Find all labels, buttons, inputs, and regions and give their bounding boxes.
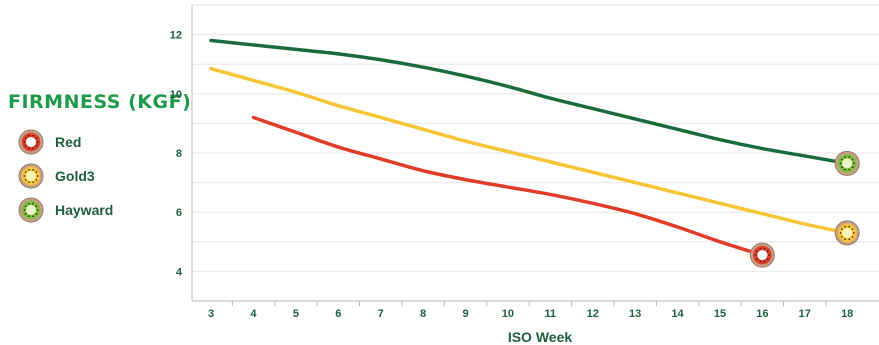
y-tick-label: 10 xyxy=(170,89,182,101)
series-lines xyxy=(209,38,849,257)
legend-item-gold3: Gold3 xyxy=(18,163,95,189)
x-tick-label: 16 xyxy=(756,308,768,320)
legend-item-hayward: Hayward xyxy=(18,197,113,223)
x-tick-label: 11 xyxy=(545,308,557,320)
legend-item-red: Red xyxy=(18,129,81,155)
x-tick-label: 14 xyxy=(671,308,684,320)
x-tick-label: 13 xyxy=(629,308,641,320)
end-marker-gold3 xyxy=(834,220,860,246)
x-tick-label: 18 xyxy=(841,308,853,320)
end-markers xyxy=(749,150,860,268)
x-tick-label: 12 xyxy=(587,308,599,320)
series-line-gold3 xyxy=(209,66,849,235)
y-tick-label: 12 xyxy=(170,30,182,42)
x-tick-label: 7 xyxy=(378,308,384,320)
gold-kiwi-slice-icon xyxy=(18,163,44,189)
series-line-hayward xyxy=(209,38,849,166)
legend-label: Gold3 xyxy=(55,168,95,184)
series-line-red xyxy=(251,115,765,257)
legend-label: Hayward xyxy=(55,202,113,218)
x-tick-label: 8 xyxy=(420,308,426,320)
x-tick-label: 9 xyxy=(462,308,468,320)
x-axis-ticks: 3 4 5 6 7 8 9 10 11 12 13 14 15 16 17 18 xyxy=(208,301,853,320)
x-tick-label: 5 xyxy=(293,308,299,320)
y-tick-label: 4 xyxy=(176,266,183,278)
x-tick-label: 6 xyxy=(335,308,341,320)
y-axis-ticks: 4 6 8 10 12 xyxy=(170,30,183,279)
green-kiwi-slice-icon xyxy=(18,197,44,223)
legend-label: Red xyxy=(55,134,81,150)
x-tick-label: 15 xyxy=(714,308,726,320)
x-tick-label: 4 xyxy=(250,308,257,320)
legend: Red Gold3 Hayward xyxy=(18,129,113,223)
y-tick-label: 8 xyxy=(176,148,182,160)
end-marker-red xyxy=(749,242,775,268)
chart-title: FIRMNESS (KGF) xyxy=(8,91,191,113)
y-tick-label: 6 xyxy=(176,207,182,219)
red-kiwi-slice-icon xyxy=(18,129,44,155)
x-tick-label: 3 xyxy=(208,308,214,320)
end-marker-hayward xyxy=(834,150,860,176)
x-axis-title: ISO Week xyxy=(508,329,573,345)
x-tick-label: 17 xyxy=(799,308,811,320)
x-tick-label: 10 xyxy=(502,308,514,320)
